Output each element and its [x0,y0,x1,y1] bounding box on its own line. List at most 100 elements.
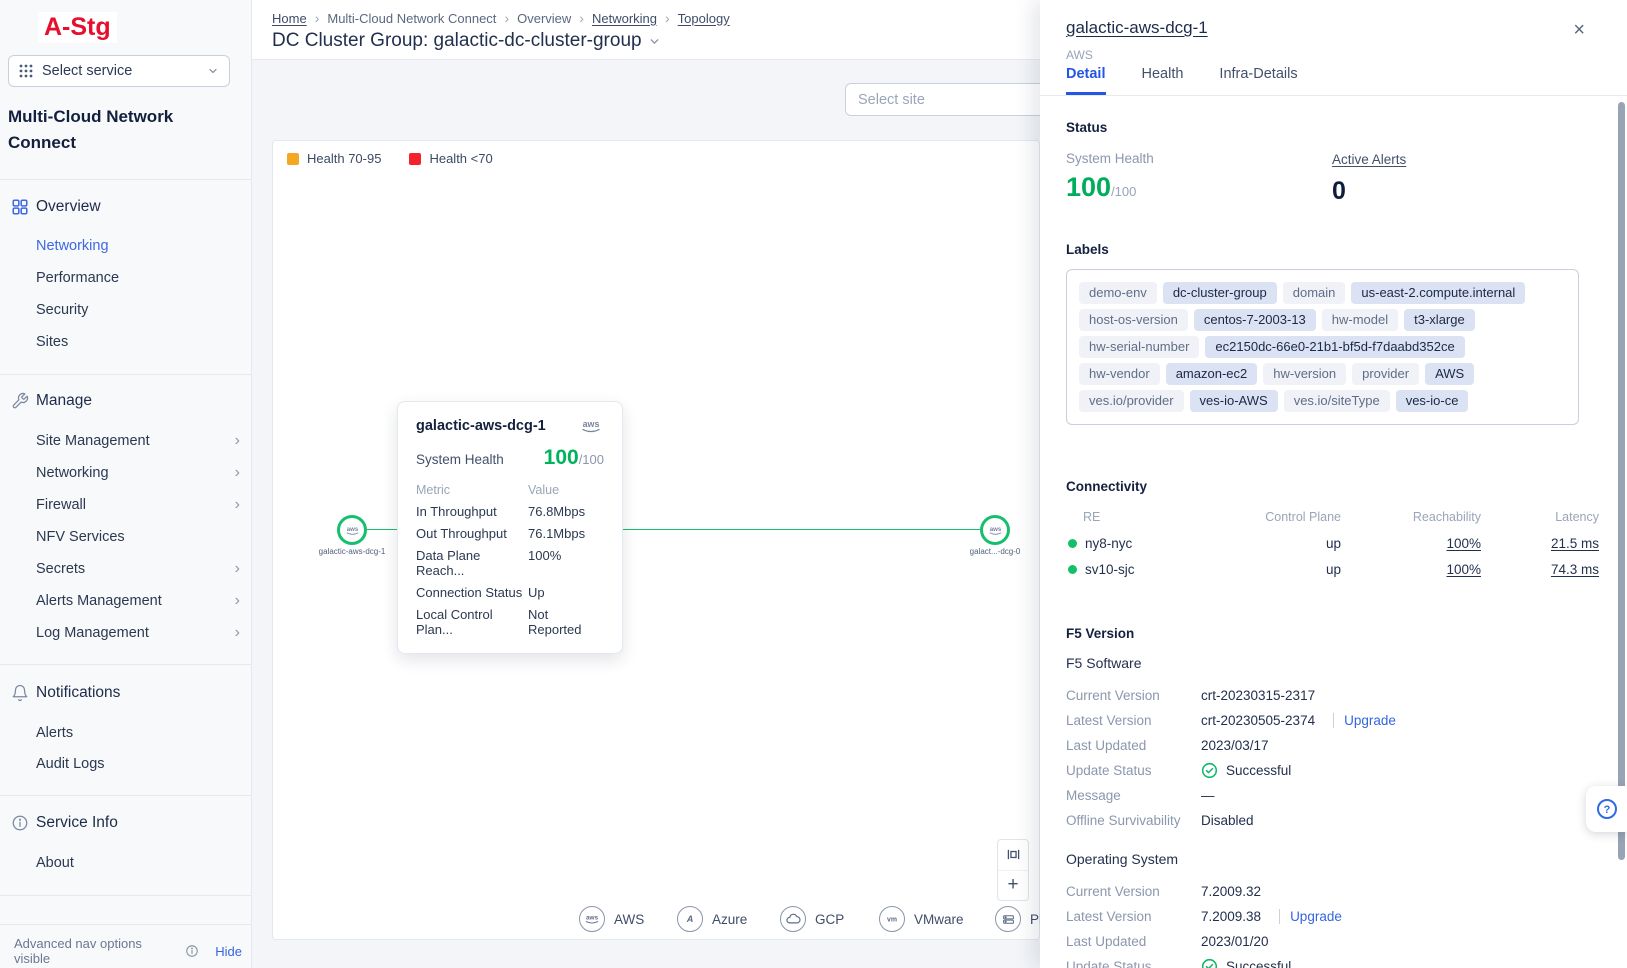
row-label: Current Version [1066,688,1160,703]
breadcrumb-home[interactable]: Home [272,10,307,26]
tab-detail[interactable]: Detail [1066,66,1106,95]
select-site-input[interactable] [858,91,1082,108]
sidebar-item-alerts-management[interactable]: Alerts Management › [0,587,252,615]
svg-text:aws: aws [586,915,599,922]
svg-text:aws: aws [346,527,358,533]
active-alerts-link[interactable]: Active Alerts [1332,152,1407,167]
select-service-dropdown[interactable]: Select service [8,55,230,87]
item-label: Firewall [36,497,86,513]
item-label: Alerts [36,725,74,741]
upgrade-link[interactable]: Upgrade [1279,909,1342,924]
topology-node-galact-dcg-0[interactable]: aws [980,515,1010,545]
apps-grid-icon [19,64,33,78]
divider [0,664,252,665]
sidebar-item-log-management[interactable]: Log Management › [0,619,252,647]
topology-canvas[interactable]: Health 70-95 Health <70 aws galactic-aws… [272,140,1319,940]
sidebar-section-manage[interactable]: Manage [0,387,252,415]
fit-view-button[interactable] [998,840,1028,870]
row-value: crt-20230505-2374 [1201,713,1316,728]
panel-scrollbar[interactable] [1618,102,1625,860]
label-key: ves.io/siteType [1283,390,1390,412]
divider [0,924,252,925]
label-value: amazon-ec2 [1165,363,1258,385]
row-value: — [1201,788,1215,803]
metric-cell: Local Control Plan... [416,607,493,637]
sidebar-item-security[interactable]: Security [0,296,252,324]
svg-text:aws: aws [989,527,1001,533]
tooltip-health-value: 100 [543,446,579,469]
sidebar-item-about[interactable]: About [0,849,252,877]
sidebar-footer: Advanced nav options visible Hide [14,936,242,966]
system-health-value: 100/100 [1066,172,1137,202]
breadcrumb-networking[interactable]: Networking [591,10,657,26]
legend-label: Health 70-95 [307,151,382,166]
aws-logo-icon: aws [582,419,600,433]
legend-aws: aws AWS [579,906,644,932]
breadcrumb-topology[interactable]: Topology [677,10,730,26]
row-value: 7.2009.38 [1201,909,1262,924]
item-label: Alerts Management [36,593,162,609]
reachability-link[interactable]: 100% [1446,535,1481,551]
vmware-icon: vm [879,906,905,932]
connectivity-row: sv10-sjc up 100% 74.3 ms [1066,556,1599,582]
value-cell: Up [528,585,545,600]
help-button[interactable]: ? [1586,786,1627,832]
zoom-in-button[interactable]: + [998,869,1028,901]
operating-system-rows: Current Version 7.2009.32 Latest Version … [1066,879,1579,968]
row-label: Update Status [1066,959,1152,968]
sidebar-item-performance[interactable]: Performance [0,264,252,292]
upgrade-link[interactable]: Upgrade [1333,713,1396,728]
label-value: centos-7-2003-13 [1193,309,1316,331]
breadcrumb: Home › Multi-Cloud Network Connect › Ove… [272,10,730,26]
sidebar-item-networking-manage[interactable]: Networking › [0,459,252,487]
label-key: hw-serial-number [1079,336,1200,358]
node-tooltip: galactic-aws-dcg-1 aws System Health 100… [397,401,623,654]
hide-advanced-nav-link[interactable]: Hide [215,943,242,959]
row-value: crt-20230315-2317 [1201,688,1316,703]
sidebar-item-sites[interactable]: Sites [0,328,252,356]
sidebar-item-secrets[interactable]: Secrets › [0,555,252,583]
tab-health[interactable]: Health [1141,66,1184,82]
sidebar-section-notifications[interactable]: Notifications [0,679,252,707]
legend-health-70-95: Health 70-95 [287,151,381,166]
overview-grid-icon [10,197,30,217]
sidebar-item-site-management[interactable]: Site Management › [0,427,252,455]
chevron-right-icon: › [234,560,240,577]
col-re: RE [1083,510,1101,524]
row-label: Update Status [1066,763,1152,778]
label-value: dc-cluster-group [1162,282,1277,304]
svg-text:aws: aws [583,419,600,429]
label-value: ves-io-AWS [1189,390,1278,412]
item-label: Log Management [36,625,149,641]
latency-link[interactable]: 74.3 ms [1550,561,1599,577]
wrench-icon [10,391,30,411]
item-label: Audit Logs [36,756,105,772]
row-label: Last Updated [1066,738,1147,753]
row-label: Latest Version [1066,713,1152,728]
divider [0,374,252,375]
legend-gcp: GCP [780,906,844,932]
sidebar-item-audit-logs[interactable]: Audit Logs [0,750,252,778]
close-icon[interactable]: × [1573,19,1585,41]
chevron-right-icon: › [234,464,240,481]
panel-title-link[interactable]: galactic-aws-dcg-1 [1066,18,1208,37]
tenant-logo: A-Stg [38,12,117,43]
info-icon [10,813,30,833]
value-cell: Not Reported [528,607,582,637]
label-key: provider [1352,363,1420,385]
topology-node-galactic-aws-dcg-1[interactable]: aws [337,515,367,545]
sidebar-item-networking[interactable]: Networking [0,232,252,260]
status-dot [1068,564,1077,574]
f5-version-heading: F5 Version [1066,626,1135,641]
reachability-link[interactable]: 100% [1446,561,1481,577]
tab-infra-details[interactable]: Infra-Details [1219,66,1298,82]
legend-health-below-70: Health <70 [409,151,493,166]
page-title[interactable]: DC Cluster Group: galactic-dc-cluster-gr… [272,30,661,52]
latency-link[interactable]: 21.5 ms [1550,535,1599,551]
sidebar-section-overview[interactable]: Overview [0,193,252,221]
sidebar-section-service-info[interactable]: Service Info [0,809,252,837]
metric-cell: Data Plane Reach... [416,548,481,578]
sidebar-item-nfv-services[interactable]: NFV Services [0,523,252,551]
sidebar-item-alerts[interactable]: Alerts [0,719,252,747]
sidebar-item-firewall[interactable]: Firewall › [0,491,252,519]
